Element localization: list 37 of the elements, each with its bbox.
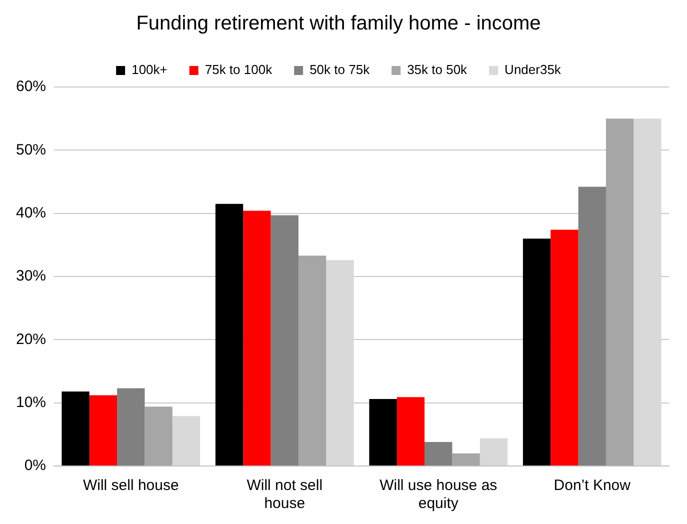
legend-label: 100k+ bbox=[132, 62, 168, 78]
bar bbox=[270, 215, 298, 466]
bar bbox=[215, 204, 244, 466]
y-tick-label: 20% bbox=[16, 330, 46, 348]
y-tick-label: 30% bbox=[16, 268, 46, 285]
y-tick-label: 60% bbox=[16, 78, 46, 96]
legend-label: 75k to 100k bbox=[204, 62, 273, 78]
bar bbox=[578, 186, 606, 466]
bar bbox=[172, 416, 200, 466]
bar bbox=[144, 406, 172, 466]
y-tick-label: 0% bbox=[24, 457, 46, 474]
bar bbox=[452, 453, 480, 466]
bar bbox=[326, 260, 354, 466]
x-tick-label: Don’t Know bbox=[554, 477, 631, 494]
y-tick-label: 10% bbox=[16, 394, 46, 411]
bar bbox=[424, 442, 452, 466]
x-tick-label: Will use house as equity bbox=[380, 477, 498, 512]
bar bbox=[396, 397, 425, 466]
bar bbox=[89, 395, 118, 466]
bar bbox=[298, 256, 326, 466]
bar bbox=[480, 438, 508, 466]
y-tick-label: 40% bbox=[16, 204, 46, 222]
bar bbox=[522, 238, 551, 466]
bar bbox=[117, 388, 145, 466]
legend-label: Under35k bbox=[504, 62, 562, 78]
y-tick-label: 50% bbox=[16, 141, 46, 158]
legend-label: 50k to 75k bbox=[310, 62, 370, 78]
legend-label: 35k to 50k bbox=[407, 62, 468, 78]
bar bbox=[606, 118, 634, 466]
x-tick-label: Will sell house bbox=[82, 477, 179, 494]
bar bbox=[550, 230, 578, 466]
bar bbox=[634, 118, 662, 466]
x-tick-label: Will not sell house bbox=[246, 477, 323, 512]
chart-title: Funding retirement with family home - income bbox=[136, 12, 541, 35]
bar bbox=[369, 399, 397, 466]
bar bbox=[243, 210, 271, 466]
bar bbox=[62, 391, 90, 466]
